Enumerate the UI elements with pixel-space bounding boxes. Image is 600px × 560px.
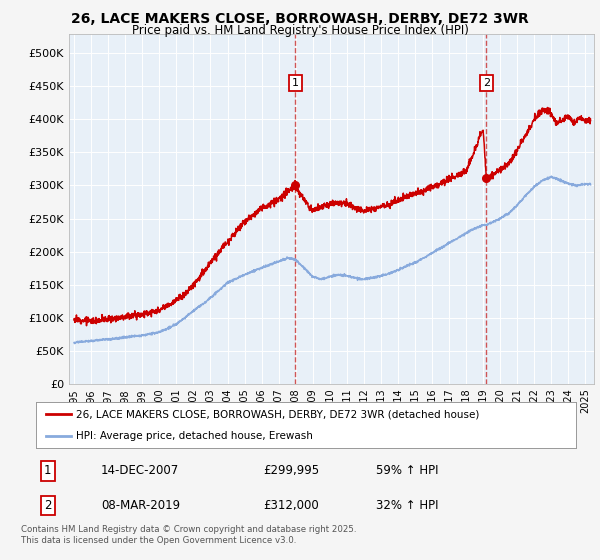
Text: £312,000: £312,000 [263,499,319,512]
Text: 2: 2 [44,499,52,512]
Text: 1: 1 [292,78,299,88]
Text: 1: 1 [44,464,52,478]
Text: Price paid vs. HM Land Registry's House Price Index (HPI): Price paid vs. HM Land Registry's House … [131,24,469,36]
Text: 59% ↑ HPI: 59% ↑ HPI [376,464,439,478]
Text: 08-MAR-2019: 08-MAR-2019 [101,499,180,512]
Text: 2: 2 [483,78,490,88]
Text: 26, LACE MAKERS CLOSE, BORROWASH, DERBY, DE72 3WR (detached house): 26, LACE MAKERS CLOSE, BORROWASH, DERBY,… [77,409,480,419]
Text: HPI: Average price, detached house, Erewash: HPI: Average price, detached house, Erew… [77,431,313,441]
Text: 14-DEC-2007: 14-DEC-2007 [101,464,179,478]
Text: £299,995: £299,995 [263,464,319,478]
Text: 26, LACE MAKERS CLOSE, BORROWASH, DERBY, DE72 3WR: 26, LACE MAKERS CLOSE, BORROWASH, DERBY,… [71,12,529,26]
Text: 32% ↑ HPI: 32% ↑ HPI [376,499,439,512]
Text: Contains HM Land Registry data © Crown copyright and database right 2025.
This d: Contains HM Land Registry data © Crown c… [21,525,356,545]
